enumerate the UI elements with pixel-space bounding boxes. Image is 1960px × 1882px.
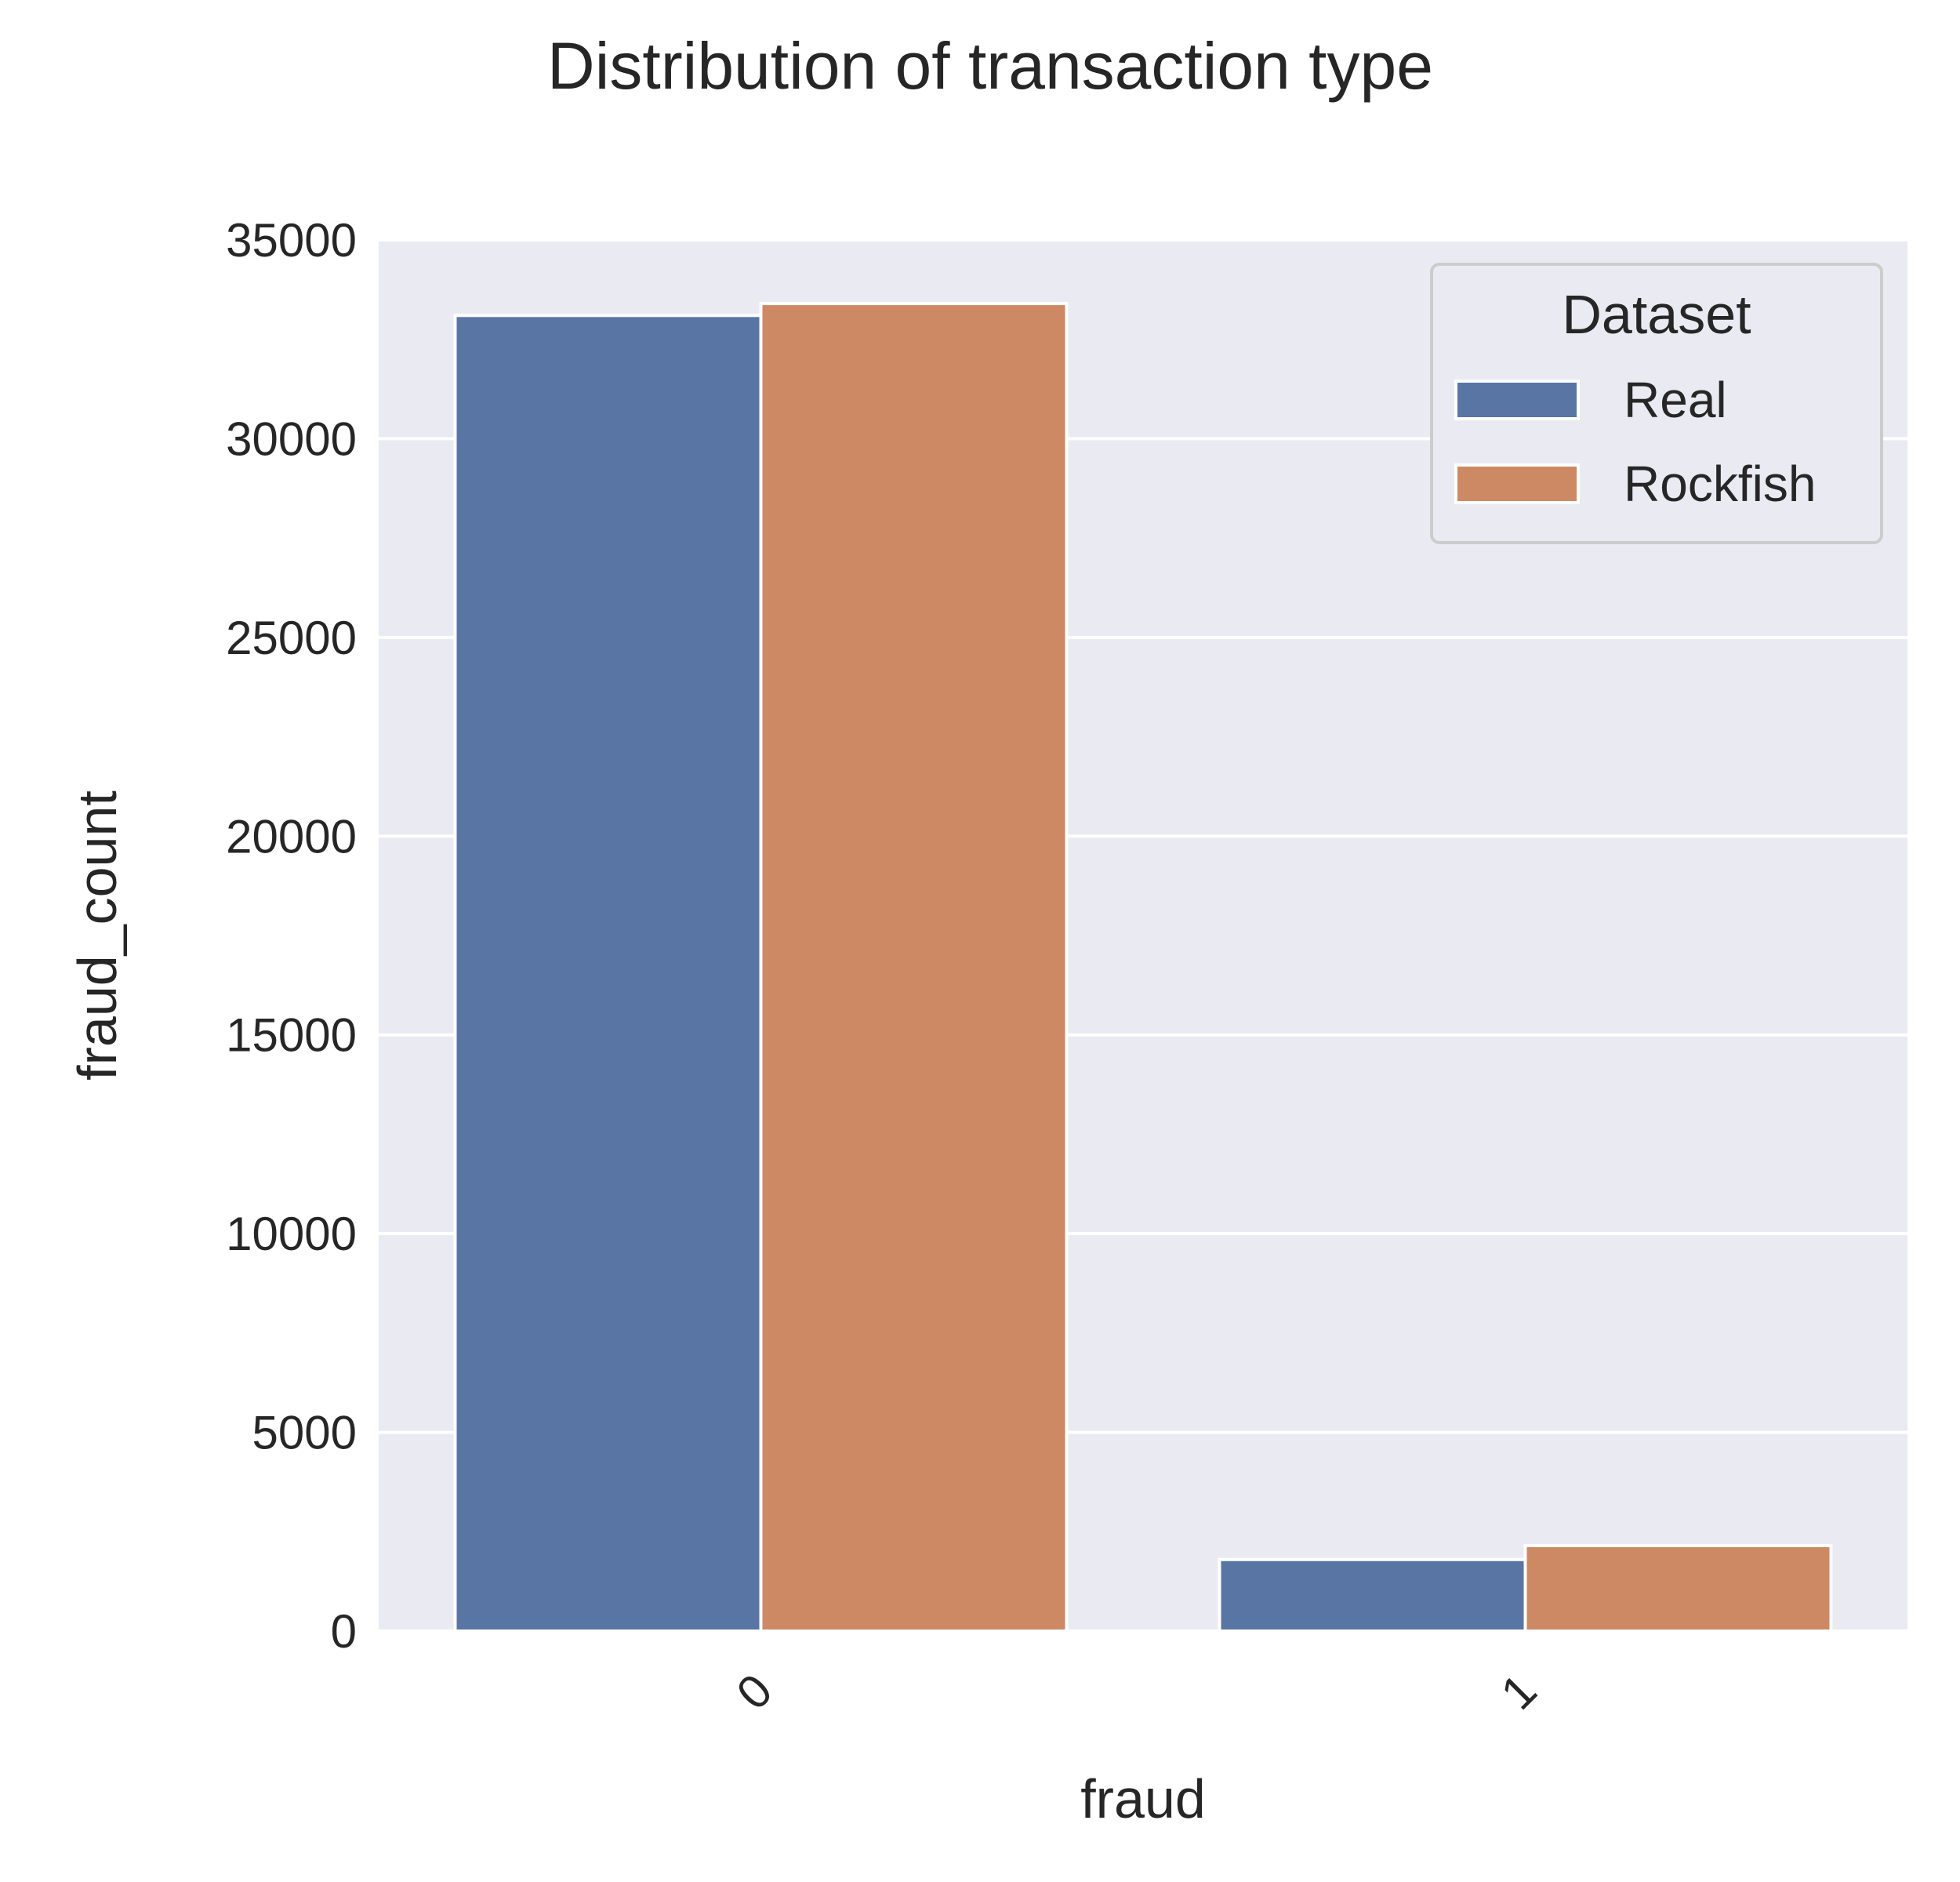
y-tick-label: 5000 <box>252 1407 357 1459</box>
legend-swatch-rockfish <box>1454 463 1580 504</box>
legend-title: Dataset <box>1562 284 1751 345</box>
legend-swatch-real <box>1454 380 1580 420</box>
x-axis-label: fraud <box>1080 1768 1206 1829</box>
bar-rockfish-1 <box>1523 1544 1833 1633</box>
y-tick-label: 20000 <box>226 810 357 863</box>
x-tick-label: 0 <box>727 1664 782 1720</box>
y-tick-label: 25000 <box>226 612 357 664</box>
bars <box>453 302 1833 1633</box>
y-axis-label: fraud_count <box>67 790 128 1081</box>
y-tick-label: 0 <box>331 1605 357 1658</box>
legend-label-real: Real <box>1624 372 1727 428</box>
legend-label-rockfish: Rockfish <box>1624 456 1816 512</box>
bar-rockfish-0 <box>759 302 1069 1633</box>
bar-real-0 <box>453 314 763 1633</box>
legend: Dataset Real Rockfish <box>1430 263 1883 544</box>
y-tick-label: 30000 <box>226 412 357 465</box>
y-axis-ticks: 0 5000 10000 15000 20000 25000 30000 35000 <box>226 214 357 1658</box>
y-tick-label: 35000 <box>226 214 357 267</box>
y-tick-label: 10000 <box>226 1208 357 1260</box>
chart-title: Distribution of transaction type <box>547 29 1433 103</box>
legend-entries: Real Rockfish <box>1454 372 1816 512</box>
bar-real-1 <box>1218 1557 1527 1633</box>
y-tick-label: 15000 <box>226 1009 357 1062</box>
x-tick-label: 1 <box>1491 1664 1547 1720</box>
